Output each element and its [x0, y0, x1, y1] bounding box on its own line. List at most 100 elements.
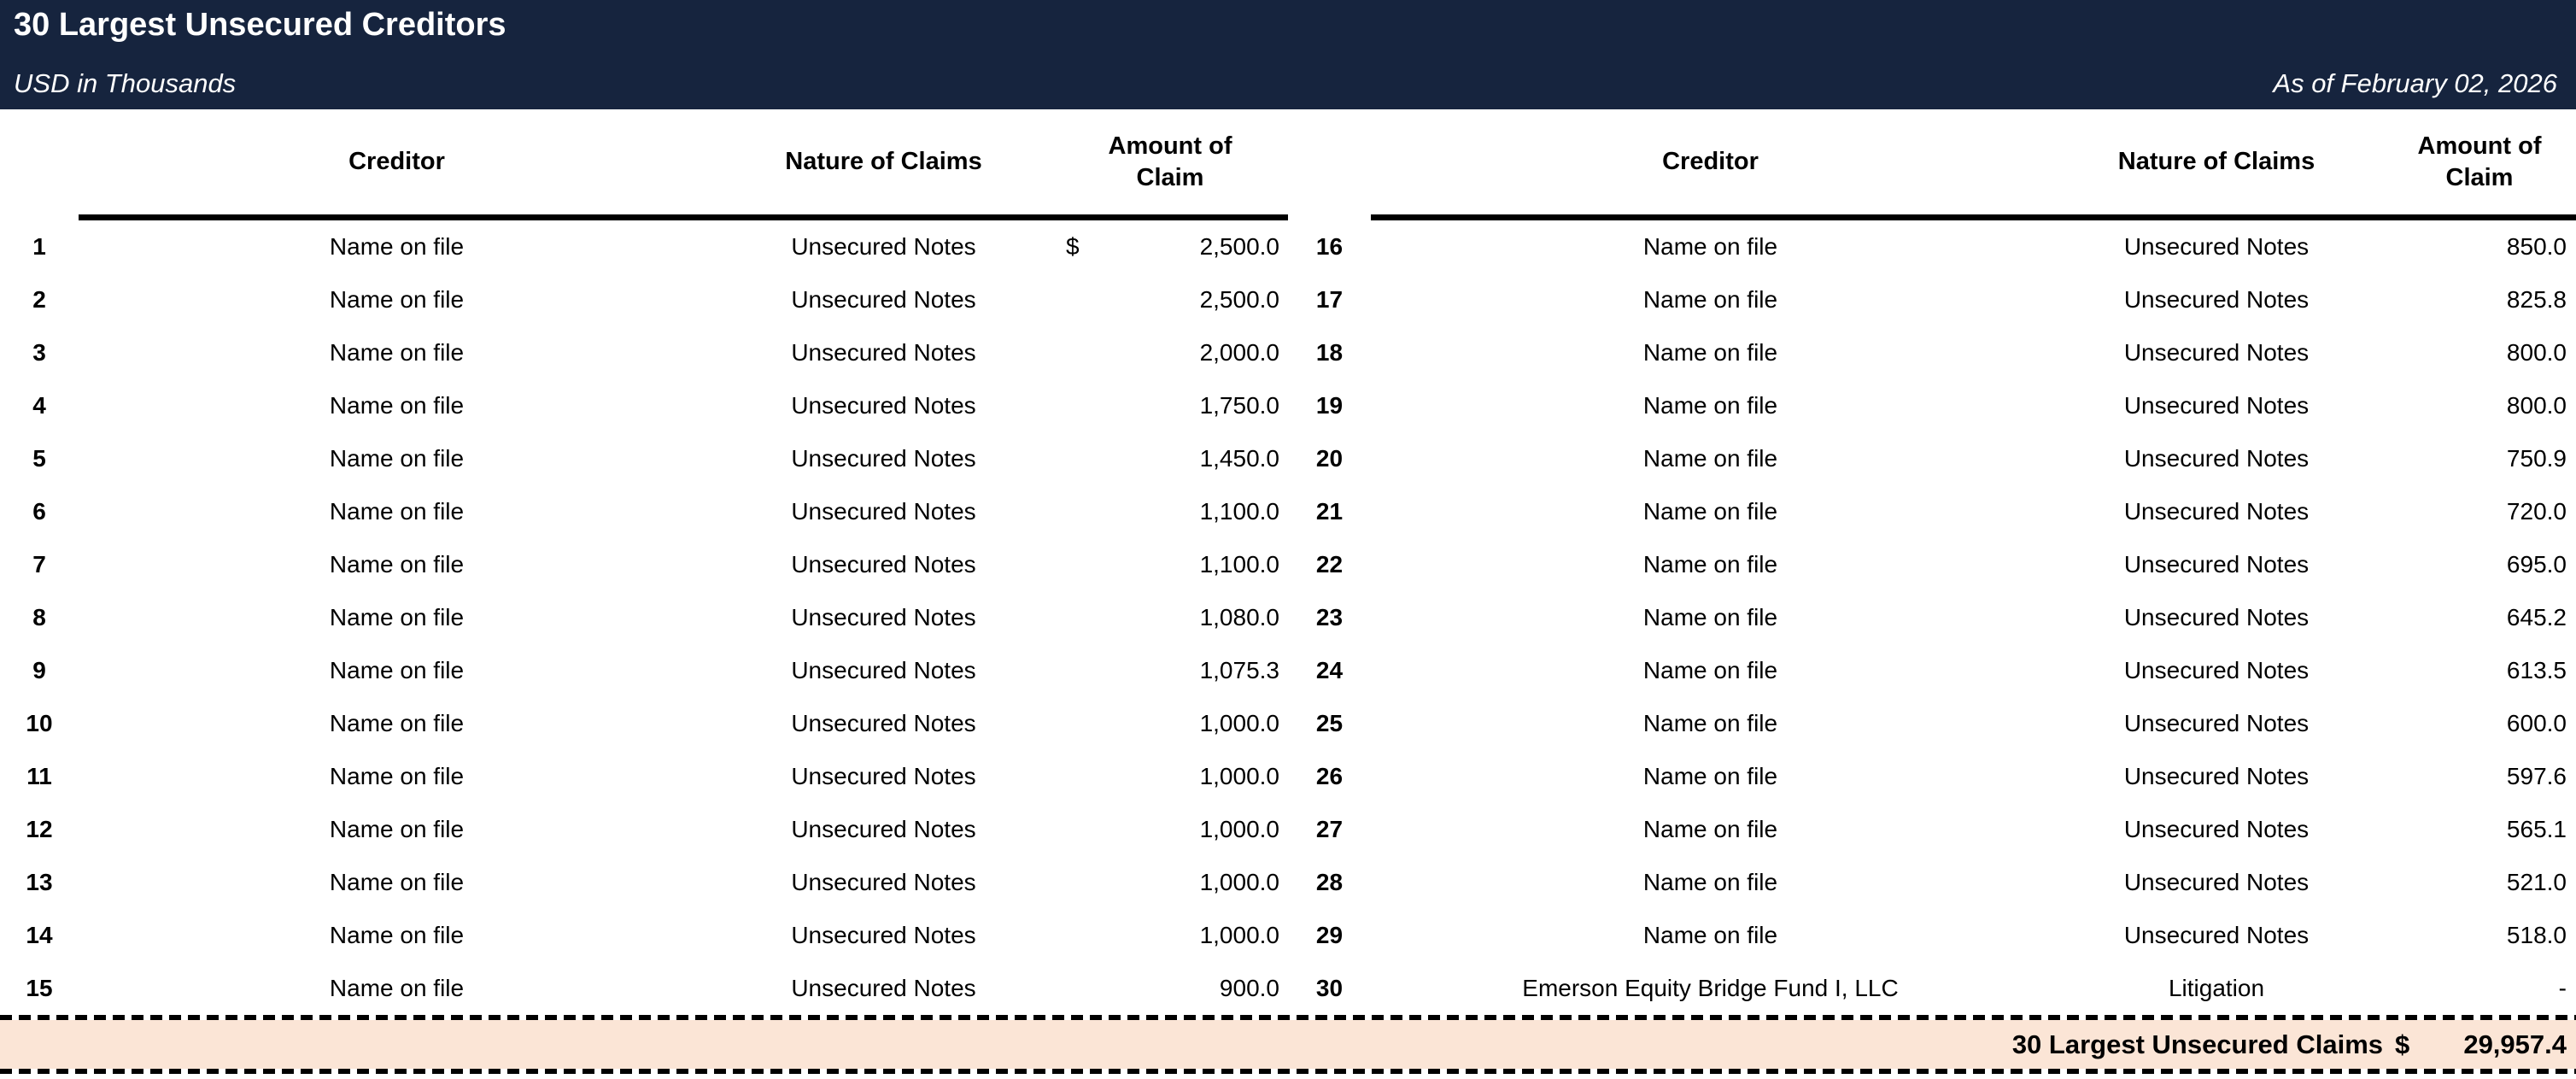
amount-cell: 1,000.0: [1052, 869, 1288, 896]
creditor-cell: Name on file: [1642, 763, 1778, 789]
table-row: 30 Emerson Equity Bridge Fund I, LLC Litig…: [1288, 962, 2576, 1015]
row-number: 10: [26, 710, 53, 736]
row-number: 27: [1315, 816, 1344, 842]
nature-cell: Unsecured Notes: [2123, 922, 2310, 948]
column-header-creditor: Creditor: [348, 148, 445, 176]
row-number: 22: [1315, 551, 1344, 578]
creditor-cell: Name on file: [329, 551, 465, 578]
total-amount: $ 29,957.4: [2383, 1029, 2576, 1060]
nature-cell: Unsecured Notes: [2123, 445, 2310, 472]
amount-cell: 613.5: [2383, 657, 2576, 684]
amount-cell: 1,100.0: [1052, 551, 1288, 578]
column-header-amount: Amount of Claim: [2417, 132, 2542, 191]
amount-cell: $2,500.0: [1052, 233, 1288, 261]
amount-value: 1,080.0: [1199, 604, 1279, 630]
amount-value: 1,100.0: [1199, 551, 1279, 578]
creditor-cell: Name on file: [329, 816, 465, 842]
amount-cell: 597.6: [2383, 763, 2576, 790]
nature-cell: Unsecured Notes: [2123, 392, 2310, 419]
creditors-table-right: Creditor Nature of Claims Amount of Clai…: [1288, 109, 2576, 1015]
creditor-cell: Emerson Equity Bridge Fund I, LLC: [1522, 975, 1899, 1001]
table-row: 19 Name on file Unsecured Notes 800.0: [1288, 379, 2576, 432]
creditor-cell: Name on file: [329, 392, 465, 419]
creditor-cell: Name on file: [1642, 339, 1778, 366]
creditors-table-left: Creditor Nature of Claims Amount of Clai…: [0, 109, 1288, 1015]
row-number: 25: [1315, 710, 1344, 736]
nature-cell: Unsecured Notes: [791, 286, 976, 313]
amount-value: 1,000.0: [1199, 869, 1279, 895]
amount-cell: 1,075.3: [1052, 657, 1288, 684]
table-row: 2 Name on file Unsecured Notes 2,500.0: [0, 273, 1288, 326]
amount-cell: 1,000.0: [1052, 922, 1288, 949]
nature-cell: Unsecured Notes: [2123, 551, 2310, 578]
column-header-creditor: Creditor: [1662, 148, 1759, 176]
row-number: 15: [26, 975, 53, 1001]
nature-cell: Unsecured Notes: [791, 816, 976, 842]
amount-value: 600.0: [2506, 710, 2567, 736]
nature-cell: Unsecured Notes: [2123, 710, 2310, 736]
table-row: 7 Name on file Unsecured Notes 1,100.0: [0, 538, 1288, 591]
row-number: 24: [1315, 657, 1344, 683]
table-row: 4 Name on file Unsecured Notes 1,750.0: [0, 379, 1288, 432]
table-row: 20 Name on file Unsecured Notes 750.9: [1288, 432, 2576, 485]
amount-cell: 565.1: [2383, 816, 2576, 843]
amount-value: 2,000.0: [1199, 339, 1279, 366]
creditor-cell: Name on file: [1642, 710, 1778, 736]
nature-cell: Unsecured Notes: [791, 869, 976, 895]
tables-container: Creditor Nature of Claims Amount of Clai…: [0, 109, 2576, 1015]
table-header-row: Creditor Nature of Claims Amount of Clai…: [0, 109, 1288, 220]
table-row: 22 Name on file Unsecured Notes 695.0: [1288, 538, 2576, 591]
amount-cell: 800.0: [2383, 339, 2576, 367]
table-row: 5 Name on file Unsecured Notes 1,450.0: [0, 432, 1288, 485]
creditor-cell: Name on file: [1642, 604, 1778, 630]
amount-value: 825.8: [2506, 286, 2567, 313]
creditor-cell: Name on file: [329, 657, 465, 683]
amount-value: 750.9: [2506, 445, 2567, 472]
creditor-cell: Name on file: [329, 763, 465, 789]
nature-cell: Unsecured Notes: [791, 551, 976, 578]
creditor-cell: Name on file: [1642, 816, 1778, 842]
row-number: 7: [32, 551, 46, 578]
nature-cell: Litigation: [2168, 975, 2265, 1001]
amount-cell: 1,750.0: [1052, 392, 1288, 419]
amount-value: 2,500.0: [1199, 233, 1279, 260]
currency-symbol: $: [2395, 1029, 2410, 1059]
table-row: 25 Name on file Unsecured Notes 600.0: [1288, 697, 2576, 750]
nature-cell: Unsecured Notes: [791, 339, 976, 366]
amount-cell: 695.0: [2383, 551, 2576, 578]
amount-value: 800.0: [2506, 392, 2567, 419]
creditor-cell: Name on file: [1642, 233, 1778, 260]
column-header-nature: Nature of Claims: [2117, 148, 2315, 176]
nature-cell: Unsecured Notes: [791, 498, 976, 525]
nature-cell: Unsecured Notes: [2123, 339, 2310, 366]
row-number: 29: [1315, 922, 1344, 948]
table-row: 18 Name on file Unsecured Notes 800.0: [1288, 326, 2576, 379]
amount-cell: 1,000.0: [1052, 710, 1288, 737]
nature-cell: Unsecured Notes: [791, 604, 976, 630]
amount-cell: 2,500.0: [1052, 286, 1288, 314]
document-header: 30 Largest Unsecured Creditors USD in Th…: [0, 0, 2576, 109]
creditor-cell: Name on file: [1642, 445, 1778, 472]
row-number: 28: [1315, 869, 1344, 895]
row-number: 3: [32, 339, 46, 366]
table-row: 21 Name on file Unsecured Notes 720.0: [1288, 485, 2576, 538]
amount-value: 720.0: [2506, 498, 2567, 525]
table-row: 3 Name on file Unsecured Notes 2,000.0: [0, 326, 1288, 379]
creditor-cell: Name on file: [329, 604, 465, 630]
nature-cell: Unsecured Notes: [791, 445, 976, 472]
nature-cell: Unsecured Notes: [2123, 233, 2310, 260]
table-row: 8 Name on file Unsecured Notes 1,080.0: [0, 591, 1288, 644]
currency-symbol: $: [1066, 233, 1080, 260]
table-row: 1 Name on file Unsecured Notes $2,500.0: [0, 220, 1288, 273]
amount-value: 565.1: [2506, 816, 2567, 842]
nature-cell: Unsecured Notes: [2123, 604, 2310, 630]
row-number: 17: [1315, 286, 1344, 313]
creditor-cell: Name on file: [1642, 657, 1778, 683]
table-row: 14 Name on file Unsecured Notes 1,000.0: [0, 909, 1288, 962]
row-number: 18: [1315, 339, 1344, 366]
amount-cell: 2,000.0: [1052, 339, 1288, 367]
row-number: 1: [32, 233, 46, 260]
page-title: 30 Largest Unsecured Creditors: [14, 7, 506, 43]
as-of-date: As of February 02, 2026: [2273, 68, 2557, 98]
amount-value: 597.6: [2506, 763, 2567, 789]
